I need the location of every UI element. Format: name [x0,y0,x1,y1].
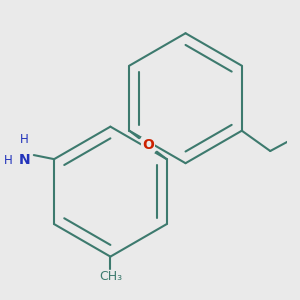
Text: H: H [20,133,29,146]
Text: O: O [142,138,154,152]
Text: N: N [19,153,31,167]
Text: CH₃: CH₃ [99,270,122,284]
Text: H: H [4,154,13,167]
